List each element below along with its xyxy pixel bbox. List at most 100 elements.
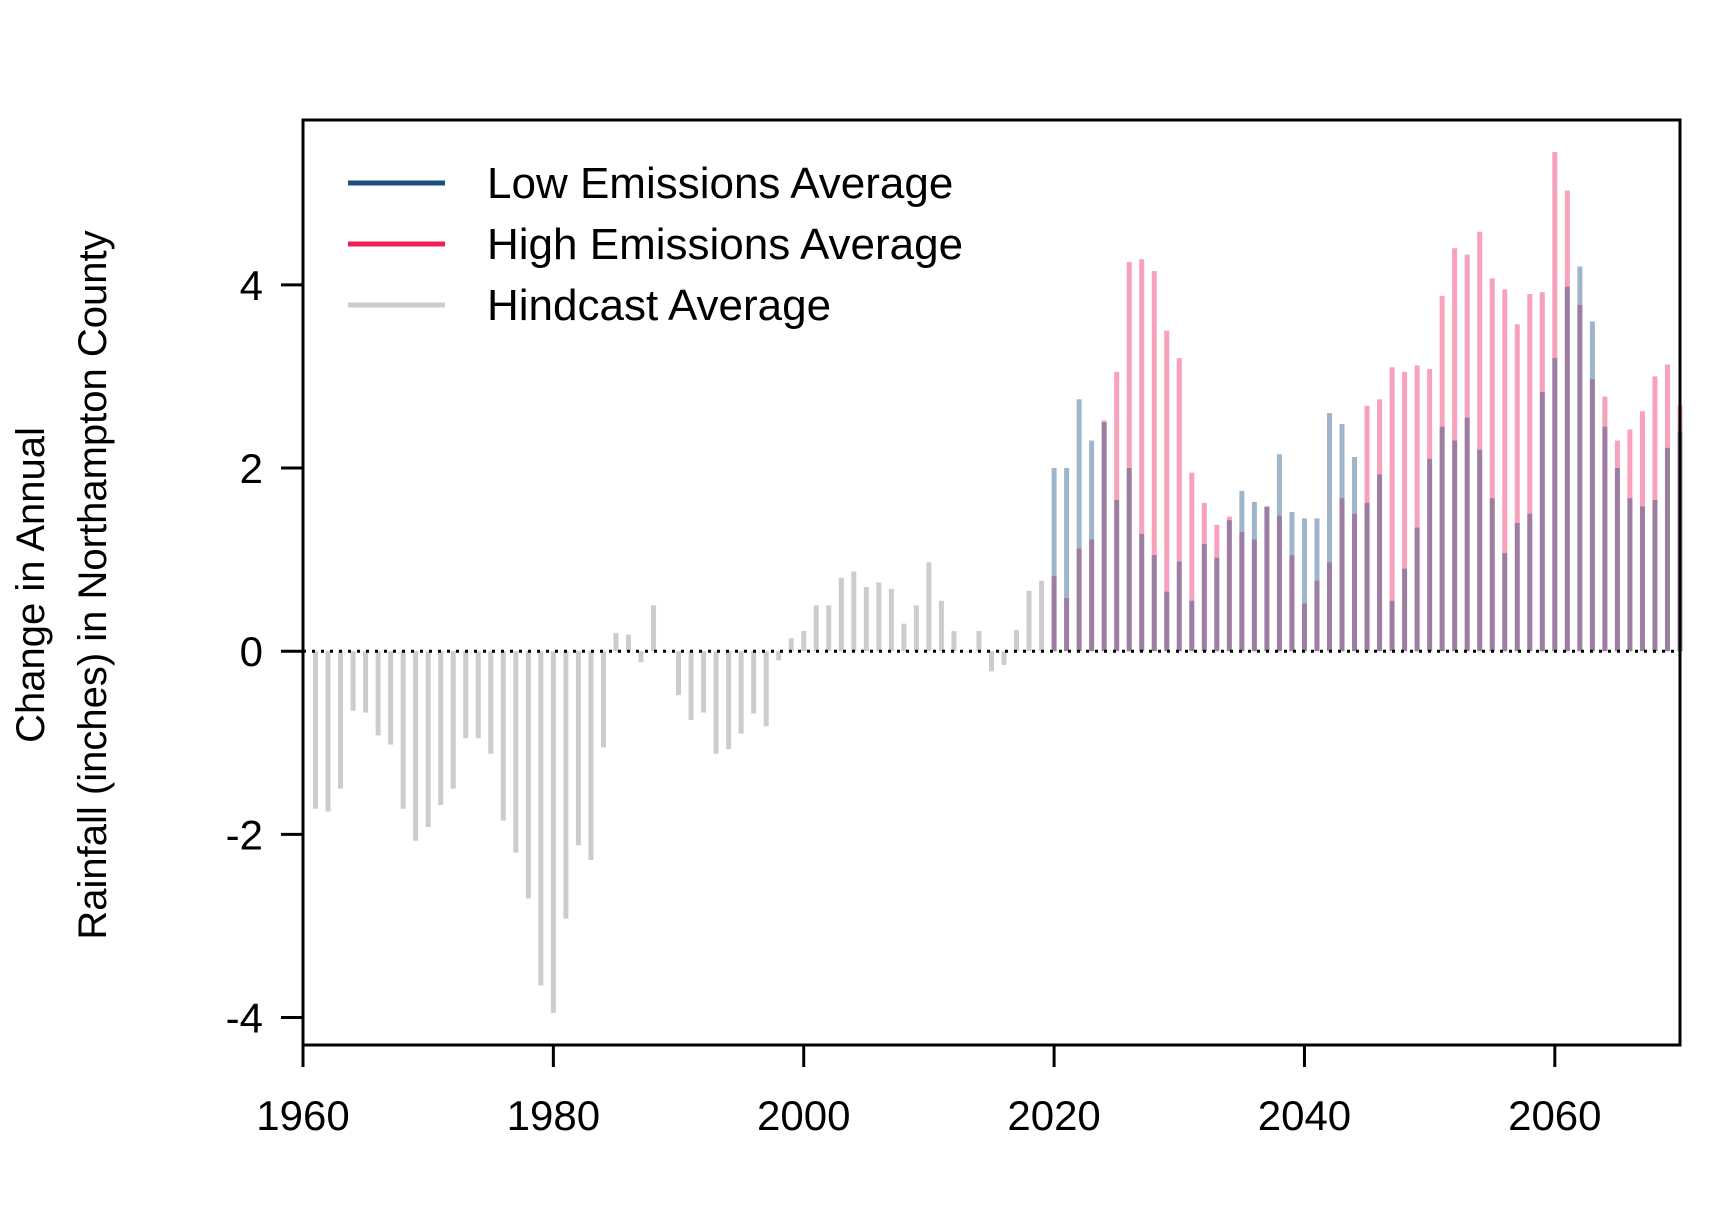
- hindcast-bar-2013: [963, 651, 969, 652]
- hindcast-bar-1993: [713, 651, 719, 754]
- y-axis-title-line-2: Rainfall (inches) in Northampton County: [71, 230, 115, 939]
- low-emissions-bar-2057: [1514, 522, 1520, 652]
- high-emissions-bar-2052: [1452, 248, 1458, 652]
- low-emissions-bar-2041: [1314, 518, 1320, 652]
- hindcast-bar-2009: [913, 605, 919, 652]
- high-emissions-bar-2055: [1489, 278, 1495, 652]
- low-emissions-bar-2051: [1439, 426, 1445, 652]
- high-emissions-bar-2065: [1614, 440, 1620, 652]
- hindcast-bar-1964: [350, 651, 356, 711]
- high-emissions-bar-2067: [1639, 411, 1645, 652]
- low-emissions-bar-2060: [1552, 358, 1558, 652]
- hindcast-bar-1977: [513, 651, 519, 853]
- low-emissions-bar-2059: [1539, 392, 1545, 652]
- hindcast-bar-1969: [413, 651, 419, 841]
- hindcast-bar-2007: [888, 588, 894, 652]
- high-emissions-bar-2045: [1364, 405, 1370, 652]
- high-emissions-bar-2063: [1589, 379, 1595, 652]
- hindcast-bar-1991: [688, 651, 694, 720]
- high-emissions-bar-2040: [1301, 603, 1307, 652]
- hindcast-bar-2008: [901, 623, 907, 652]
- low-emissions-bar-2023: [1089, 440, 1095, 652]
- hindcast-bar-2004: [851, 571, 857, 652]
- low-emissions-bar-2039: [1289, 511, 1295, 652]
- low-emissions-bar-2031: [1189, 600, 1195, 652]
- high-emissions-bar-2041: [1314, 580, 1320, 652]
- high-emissions-bar-2056: [1502, 289, 1508, 652]
- x-tick-label-2000: 2000: [757, 1092, 850, 1139]
- high-emissions-bar-2028: [1151, 271, 1157, 652]
- hindcast-bar-1973: [463, 651, 469, 739]
- hindcast-bar-2014: [976, 631, 982, 652]
- hindcast-bar-2016: [1001, 651, 1007, 665]
- hindcast-bar-1992: [701, 651, 707, 713]
- high-emissions-bar-2026: [1126, 261, 1132, 652]
- x-tick-label-2040: 2040: [1258, 1092, 1351, 1139]
- low-emissions-bar-2045: [1364, 502, 1370, 652]
- low-emissions-bar-2046: [1377, 474, 1383, 652]
- hindcast-bar-1967: [388, 651, 394, 745]
- hindcast-bar-2003: [838, 577, 844, 652]
- x-axis: 1960 1980 2000 2020 2040 2060: [256, 1043, 1602, 1139]
- hindcast-bar-1974: [475, 651, 481, 739]
- hindcast-bar-1961: [313, 651, 319, 809]
- high-emissions-bar-2038: [1276, 515, 1282, 652]
- high-emissions-bar-2064: [1602, 396, 1608, 652]
- hindcast-bar-1975: [488, 651, 494, 754]
- high-emissions-bar-2020: [1051, 576, 1057, 652]
- low-emissions-bar-2020: [1051, 468, 1057, 652]
- high-emissions-bar-2060: [1552, 152, 1558, 652]
- high-emissions-bar-2066: [1627, 429, 1633, 652]
- low-emissions-bar-2028: [1151, 555, 1157, 652]
- high-emissions-bar-2024: [1101, 420, 1107, 652]
- hindcast-bar-1989: [663, 651, 669, 652]
- hindcast-bar-2015: [989, 651, 994, 672]
- low-emissions-bar-2050: [1427, 458, 1433, 652]
- hindcast-bar-1968: [400, 651, 406, 809]
- hindcast-bar-2018: [1026, 590, 1032, 652]
- high-emissions-bar-2044: [1352, 513, 1358, 652]
- high-emissions-bar-2049: [1414, 365, 1420, 652]
- hindcast-bar-2001: [813, 605, 819, 652]
- hindcast-bar-1979: [538, 651, 544, 986]
- low-emissions-bar-2032: [1201, 544, 1207, 652]
- high-emissions-bar-2025: [1114, 371, 1120, 652]
- low-emissions-bar-2042: [1326, 413, 1332, 652]
- hindcast-bar-1996: [751, 651, 757, 714]
- high-emissions-bar-2062: [1577, 305, 1583, 652]
- low-emissions-bar-2066: [1627, 498, 1633, 652]
- high-emissions-bar-2037: [1264, 506, 1270, 652]
- low-emissions-bar-2063: [1589, 321, 1595, 652]
- hindcast-bar-1994: [726, 651, 732, 750]
- high-emissions-bar-2031: [1189, 472, 1195, 652]
- high-emissions-bar-2059: [1539, 292, 1545, 652]
- high-emissions-bar-2047: [1389, 367, 1395, 652]
- hindcast-bar-2010: [926, 562, 932, 652]
- low-emissions-bar-2048: [1402, 568, 1408, 652]
- y-tick-label--4: -4: [226, 995, 263, 1042]
- high-emissions-bar-2046: [1377, 399, 1383, 652]
- high-emissions-bar-2061: [1564, 190, 1570, 652]
- x-tick-label-2060: 2060: [1508, 1092, 1601, 1139]
- hindcast-bar-1987: [638, 651, 644, 663]
- low-emissions-bar-2053: [1464, 417, 1470, 652]
- y-axis-title-line-1: Change in Annual: [9, 427, 53, 743]
- hindcast-bar-1988: [651, 605, 657, 652]
- hindcast-bar-2012: [951, 631, 957, 652]
- low-emissions-bar-2062: [1577, 266, 1583, 652]
- high-emissions-bar-2042: [1326, 562, 1332, 652]
- hindcast-bar-2019: [1039, 580, 1045, 652]
- low-emissions-bar-2035: [1239, 490, 1245, 652]
- y-tick-label-2: 2: [240, 445, 263, 492]
- low-emissions-bar-2034: [1226, 520, 1232, 652]
- x-tick-label-2020: 2020: [1007, 1092, 1100, 1139]
- hindcast-bar-1962: [325, 651, 331, 812]
- high-emissions-bar-2021: [1064, 598, 1070, 652]
- high-emissions-bar-2039: [1289, 555, 1295, 652]
- legend-label-1: High Emissions Average: [487, 220, 963, 269]
- low-emissions-bar-2068: [1652, 500, 1658, 652]
- y-axis: -4 -2 0 2 4: [226, 262, 305, 1042]
- hindcast-bar-2000: [801, 631, 807, 652]
